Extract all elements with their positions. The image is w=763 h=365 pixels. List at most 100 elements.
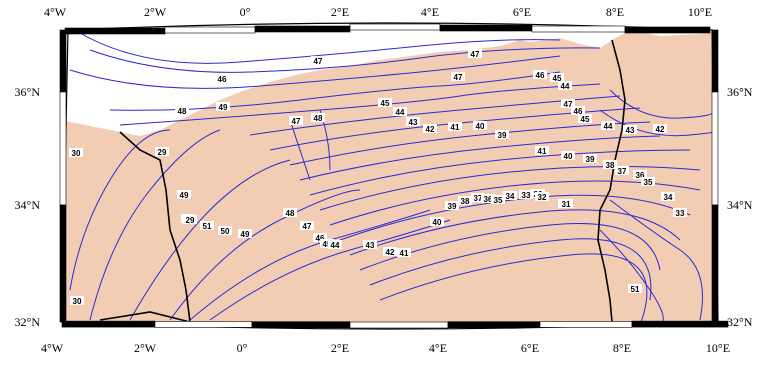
contour-label: 47 xyxy=(289,116,303,126)
graticule-segment xyxy=(631,320,729,328)
contour-label: 41 xyxy=(535,146,549,156)
graticule-segment xyxy=(711,91,719,206)
contour-label: 31 xyxy=(559,199,573,209)
longitude-label-bottom: 10°E xyxy=(706,341,730,355)
contour-label: 39 xyxy=(445,201,459,211)
contour-value: 49 xyxy=(180,191,189,200)
contour-value: 40 xyxy=(476,122,485,131)
contour-value: 41 xyxy=(451,123,460,132)
contour-value: 29 xyxy=(158,148,167,157)
contour-label: 50 xyxy=(218,226,232,236)
contour-label: 51 xyxy=(628,284,642,294)
contour-label: 46 xyxy=(215,74,229,84)
contour-label: 30 xyxy=(69,148,83,158)
contour-value: 51 xyxy=(631,285,640,294)
graticule-segment xyxy=(61,320,156,328)
contour-value: 31 xyxy=(562,200,571,209)
graticule-segment xyxy=(251,321,351,329)
graticule-segment xyxy=(624,26,711,34)
graticule-segment xyxy=(349,321,449,329)
contour-value: 45 xyxy=(581,115,590,124)
graticule-segment xyxy=(439,24,533,32)
contour-value: 33 xyxy=(676,209,685,218)
contour-label: 30 xyxy=(70,296,84,306)
contour-label: 38 xyxy=(603,160,617,170)
contour-label: 42 xyxy=(653,124,667,134)
graticule-segment xyxy=(539,321,633,328)
contour-value: 49 xyxy=(219,103,228,112)
contour-label: 46 xyxy=(571,106,585,116)
longitude-label-bottom: 4°W xyxy=(41,341,64,355)
contour-value: 43 xyxy=(626,126,635,135)
longitude-label-top: 6°E xyxy=(513,5,531,19)
longitude-label-bottom: 0° xyxy=(237,341,248,355)
latitude-label-right: 34°N xyxy=(727,198,753,212)
contour-label: 48 xyxy=(283,208,297,218)
contour-value: 39 xyxy=(498,131,507,140)
contour-label: 41 xyxy=(397,248,411,258)
latitude-label-left: 36°N xyxy=(15,85,41,99)
contour-value: 30 xyxy=(72,149,81,158)
contour-value: 40 xyxy=(564,152,573,161)
contour-value: 47 xyxy=(564,100,573,109)
contour-value: 38 xyxy=(461,197,470,206)
contour-label: 40 xyxy=(561,151,575,161)
contour-value: 36 xyxy=(636,171,645,180)
contour-value: 48 xyxy=(314,114,323,123)
contour-label: 36 xyxy=(481,194,495,204)
contour-value: 29 xyxy=(186,216,195,225)
contour-label: 35 xyxy=(491,195,505,205)
contour-label: 37 xyxy=(615,166,629,176)
graticule-bars xyxy=(59,23,729,329)
contour-value: 29 xyxy=(0,0,5,4)
contour-label: 47 xyxy=(300,221,314,231)
contour-value: 44 xyxy=(331,241,340,250)
contour-label: 50 xyxy=(0,0,7,4)
contour-label: 42 xyxy=(383,247,397,257)
graticule-segment xyxy=(59,91,67,206)
contour-value: 51 xyxy=(203,222,212,231)
contour-label: 49 xyxy=(216,102,230,112)
contour-value: 37 xyxy=(474,194,483,203)
contour-value: 44 xyxy=(561,82,570,91)
contour-value: 45 xyxy=(323,240,332,249)
contour-value: 36 xyxy=(484,195,493,204)
contour-value: 47 xyxy=(303,222,312,231)
contour-label: 48 xyxy=(175,106,189,116)
latitude-label-right: 32°N xyxy=(727,315,753,329)
contour-value: 48 xyxy=(178,107,187,116)
longitude-label-top: 8°E xyxy=(606,5,624,19)
graticule-segment xyxy=(64,27,166,35)
contour-label: 33 xyxy=(519,190,533,200)
contour-value: 32 xyxy=(538,193,547,202)
graticule-segment xyxy=(164,26,256,34)
contour-value: 30 xyxy=(73,297,82,306)
longitude-label-top: 2°W xyxy=(144,5,167,19)
contour-value: 39 xyxy=(586,155,595,164)
contour-label: 40 xyxy=(473,121,487,131)
contour-label: 47 xyxy=(468,49,482,59)
contour-label: 42 xyxy=(423,124,437,134)
contour-value: 46 xyxy=(574,107,583,116)
contour-label: 44 xyxy=(601,121,615,131)
contour-label: 45 xyxy=(578,114,592,124)
contour-label: 33 xyxy=(673,208,687,218)
contour-label: 44 xyxy=(328,240,342,250)
contour-label: 43 xyxy=(623,125,637,135)
graticule-segment xyxy=(154,321,253,328)
contour-label: 39 xyxy=(583,154,597,164)
contour-value: 37 xyxy=(618,167,627,176)
contour-value: 46 xyxy=(218,75,227,84)
contour-label: 46 xyxy=(533,70,547,80)
contour-label: 41 xyxy=(448,122,462,132)
contour-label: 45 xyxy=(550,73,564,83)
contour-label: 35 xyxy=(641,177,655,187)
degree-labels: 4°W 2°W 0° 2°E 4°E 6°E 8°E 10°E 4°W 2°W 0° 2°E 4°E 6°… xyxy=(15,5,753,355)
contour-label: 43 xyxy=(406,117,420,127)
contour-value: 42 xyxy=(656,125,665,134)
graticule-segment xyxy=(531,25,626,33)
contour-label: 48 xyxy=(311,113,325,123)
